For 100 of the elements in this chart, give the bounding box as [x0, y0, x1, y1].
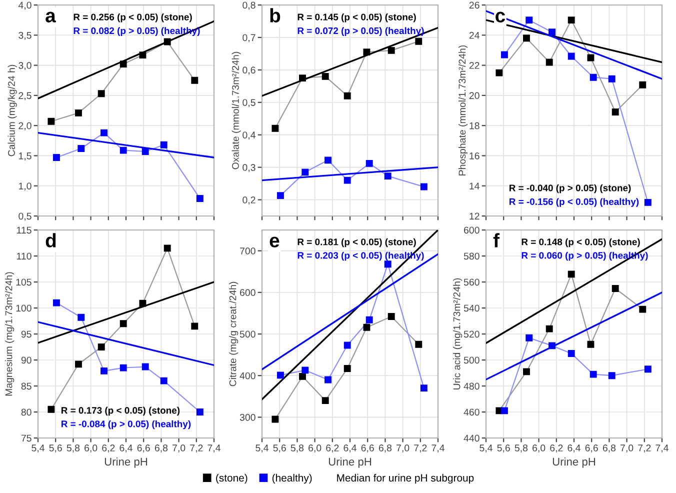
y-axis-title: Magnesium (mg/1.73m²/24h): [5, 272, 14, 396]
x-tick-label: 5,6: [273, 444, 286, 453]
point: [344, 342, 351, 349]
point: [100, 367, 108, 374]
point: [420, 183, 428, 190]
point: [302, 168, 309, 176]
y-axis-title: Oxalate (mmol/1.73m²/24h): [232, 52, 241, 170]
x-tick-label: 6,0: [84, 444, 98, 453]
point: [644, 366, 652, 373]
point: [388, 313, 395, 320]
point: [415, 340, 422, 348]
y-tick-label: 12: [470, 212, 480, 220]
point: [344, 176, 351, 184]
point: [120, 146, 127, 154]
point: [98, 344, 105, 350]
y-tick-label: 16: [470, 152, 480, 160]
x-tick-label: 5,4: [32, 444, 44, 453]
point: [324, 156, 332, 164]
point: [75, 360, 82, 368]
annotation: R = 0.072 (p > 0.05) (healthy): [298, 27, 424, 36]
annotation: R = -0.156 (p < 0.05) (healthy): [510, 198, 639, 207]
point: [299, 372, 306, 380]
x-tick-label: 5,8: [66, 444, 80, 453]
point: [546, 325, 553, 332]
legend-label: (stone): [216, 474, 248, 484]
x-tick-label: 6,2: [102, 444, 115, 453]
point: [415, 38, 422, 45]
y-tick-label: 300: [240, 414, 256, 421]
y-tick-label: 0,7: [242, 34, 256, 42]
point: [164, 244, 171, 252]
annotation: b: [270, 8, 280, 22]
y-tick-label: 3,5: [18, 32, 32, 40]
y-tick-label: 3,0: [18, 62, 32, 70]
annotation: R = -0.084 (p > 0.05) (healthy): [62, 420, 191, 430]
point: [639, 81, 646, 88]
annotation: e: [270, 236, 280, 248]
point: [363, 324, 370, 331]
y-tick-label: 0,2: [242, 196, 256, 205]
x-tick-label: 6,2: [550, 444, 563, 453]
point: [344, 365, 351, 372]
y-tick-label: 20: [469, 92, 480, 100]
point: [191, 322, 198, 330]
point: [590, 370, 597, 378]
y-tick-label: 0,5: [18, 212, 32, 221]
legend-title: Median for urine pH subgroup: [337, 474, 474, 484]
point: [501, 407, 508, 414]
annotation: c: [496, 12, 506, 22]
point: [139, 52, 146, 59]
y-tick-label: 100: [16, 304, 32, 312]
point: [100, 129, 108, 136]
point: [139, 300, 146, 307]
y-tick-label: 80: [21, 408, 32, 416]
point: [590, 74, 597, 81]
point: [48, 406, 55, 413]
x-tick-label: 6,0: [532, 444, 546, 453]
point: [344, 92, 351, 100]
y-tick-label: 700: [240, 248, 256, 254]
legend-label: (healthy): [272, 474, 312, 484]
point: [501, 51, 508, 58]
y-axis-title: Citrate (mg/g creat./24h): [229, 282, 238, 386]
point: [639, 306, 646, 313]
point: [196, 195, 204, 202]
y-tick-label: 0,6: [242, 66, 256, 75]
x-tick-label: 5,4: [256, 444, 268, 453]
y-tick-label: 580: [464, 252, 480, 260]
y-tick-label: 0,4: [242, 132, 256, 140]
y-tick-label: 0,8: [242, 2, 256, 10]
y-tick-label: 115: [16, 226, 32, 234]
x-tick-label: 7,4: [208, 444, 220, 453]
y-tick-label: 1,5: [18, 152, 32, 160]
point: [384, 172, 392, 180]
point: [160, 377, 168, 384]
x-tick-label: 7,2: [190, 444, 203, 453]
x-tick-label: 5,8: [514, 444, 528, 453]
y-tick-label: 460: [464, 408, 480, 416]
y-tick-label: 600: [240, 289, 256, 296]
point: [363, 48, 370, 56]
point: [587, 54, 594, 62]
x-tick-label: 6,4: [568, 444, 580, 453]
point: [324, 376, 332, 384]
point: [612, 285, 619, 292]
annotation: R = 0.173 (p < 0.05) (stone): [62, 406, 180, 416]
x-tick-label: 6,8: [602, 444, 616, 453]
point: [568, 350, 575, 357]
x-tick-label: 7,0: [620, 444, 634, 453]
annotation: a: [46, 12, 56, 22]
point: [164, 38, 171, 46]
point: [75, 109, 82, 116]
y-tick-label: 24: [469, 32, 480, 39]
point: [523, 368, 530, 376]
y-axis-title: Phosphate (mmol/1.73m²/24h): [458, 45, 468, 176]
y-tick-label: 0,5: [242, 99, 256, 108]
annotation: d: [46, 233, 56, 248]
annotation: f: [493, 233, 500, 248]
y-tick-label: 0,3: [242, 164, 256, 172]
x-tick-label: 7,2: [638, 444, 651, 453]
x-tick-label: 5,6: [497, 444, 510, 453]
y-tick-label: 440: [464, 434, 480, 442]
point: [120, 320, 127, 328]
point: [191, 76, 198, 84]
